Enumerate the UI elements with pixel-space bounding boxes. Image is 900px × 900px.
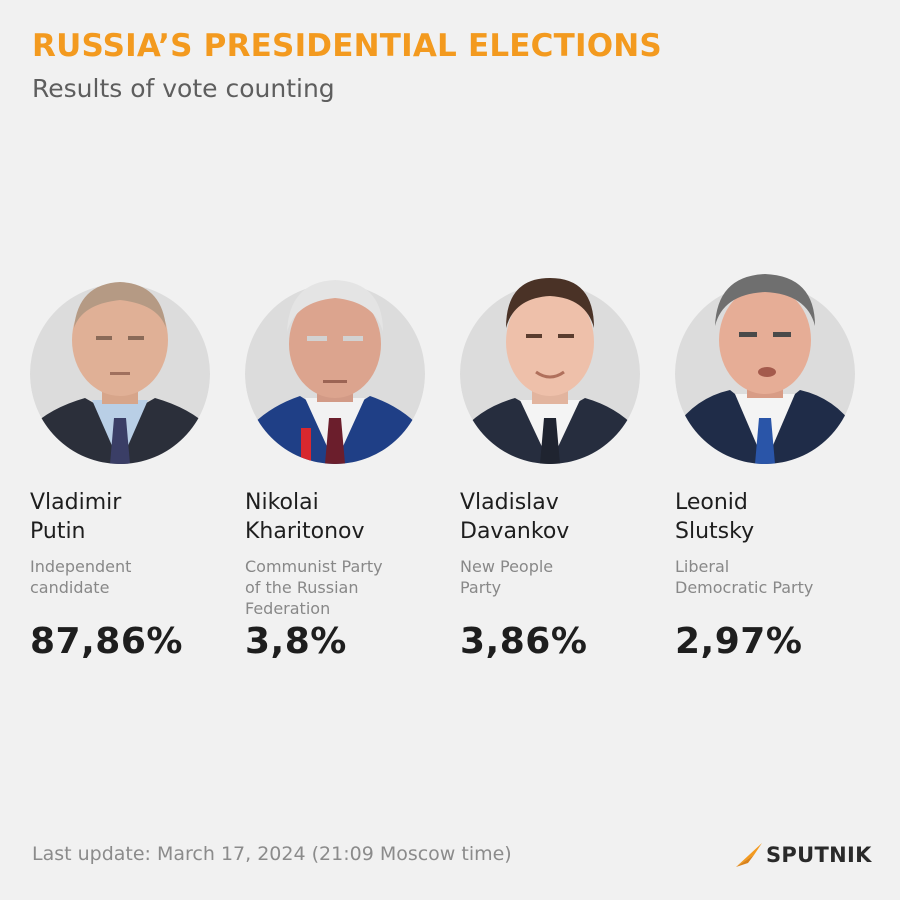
candidate-name: Vladislav Davankov [460, 488, 675, 546]
party-line: Communist Party [245, 557, 383, 576]
candidate-name: Leonid Slutsky [675, 488, 890, 546]
party-line: Independent [30, 557, 132, 576]
candidate-party: Communist Party of the Russian Federatio… [245, 556, 460, 619]
candidate-first-name: Vladimir [30, 490, 122, 515]
candidate-party: Independent candidate [30, 556, 245, 619]
candidate-photo [675, 268, 855, 464]
candidate-first-name: Vladislav [460, 490, 559, 515]
sputnik-logo: SPUTNIK [736, 843, 872, 867]
candidate-card-putin: Vladimir Putin Independent candidate 87,… [30, 268, 245, 662]
candidate-photo [460, 268, 640, 464]
party-line: Federation [245, 599, 331, 618]
candidate-party: Liberal Democratic Party [675, 556, 890, 619]
candidate-percent: 3,86% [460, 621, 588, 662]
candidate-percent: 87,86% [30, 621, 183, 662]
party-line: Liberal [675, 557, 730, 576]
candidate-last-name: Slutsky [675, 519, 755, 544]
page-title: RUSSIA’S PRESIDENTIAL ELECTIONS [32, 28, 662, 64]
brand-name: SPUTNIK [766, 843, 872, 867]
candidate-card-slutsky: Leonid Slutsky Liberal Democratic Party … [675, 268, 890, 662]
candidate-last-name: Putin [30, 519, 86, 544]
candidate-first-name: Leonid [675, 490, 748, 515]
candidate-last-name: Davankov [460, 519, 570, 544]
candidate-percent: 3,8% [245, 621, 347, 662]
candidate-percent: 2,97% [675, 621, 803, 662]
party-line: of the Russian [245, 578, 359, 597]
candidate-first-name: Nikolai [245, 490, 319, 515]
party-line: New People [460, 557, 554, 576]
candidate-photo [30, 268, 210, 464]
sputnik-arrow-icon [736, 843, 762, 867]
party-line: candidate [30, 578, 110, 597]
last-update-note: Last update: March 17, 2024 (21:09 Mosco… [32, 843, 512, 865]
candidate-last-name: Kharitonov [245, 519, 365, 544]
party-line: Democratic Party [675, 578, 814, 597]
candidate-party: New People Party [460, 556, 675, 619]
candidate-name: Vladimir Putin [30, 488, 245, 546]
candidate-photo [245, 268, 425, 464]
candidates-row: Vladimir Putin Independent candidate 87,… [30, 268, 890, 662]
candidate-card-davankov: Vladislav Davankov New People Party 3,86… [460, 268, 675, 662]
page-subtitle: Results of vote counting [32, 74, 335, 103]
candidate-card-kharitonov: Nikolai Kharitonov Communist Party of th… [245, 268, 460, 662]
candidate-name: Nikolai Kharitonov [245, 488, 460, 546]
party-line: Party [460, 578, 502, 597]
